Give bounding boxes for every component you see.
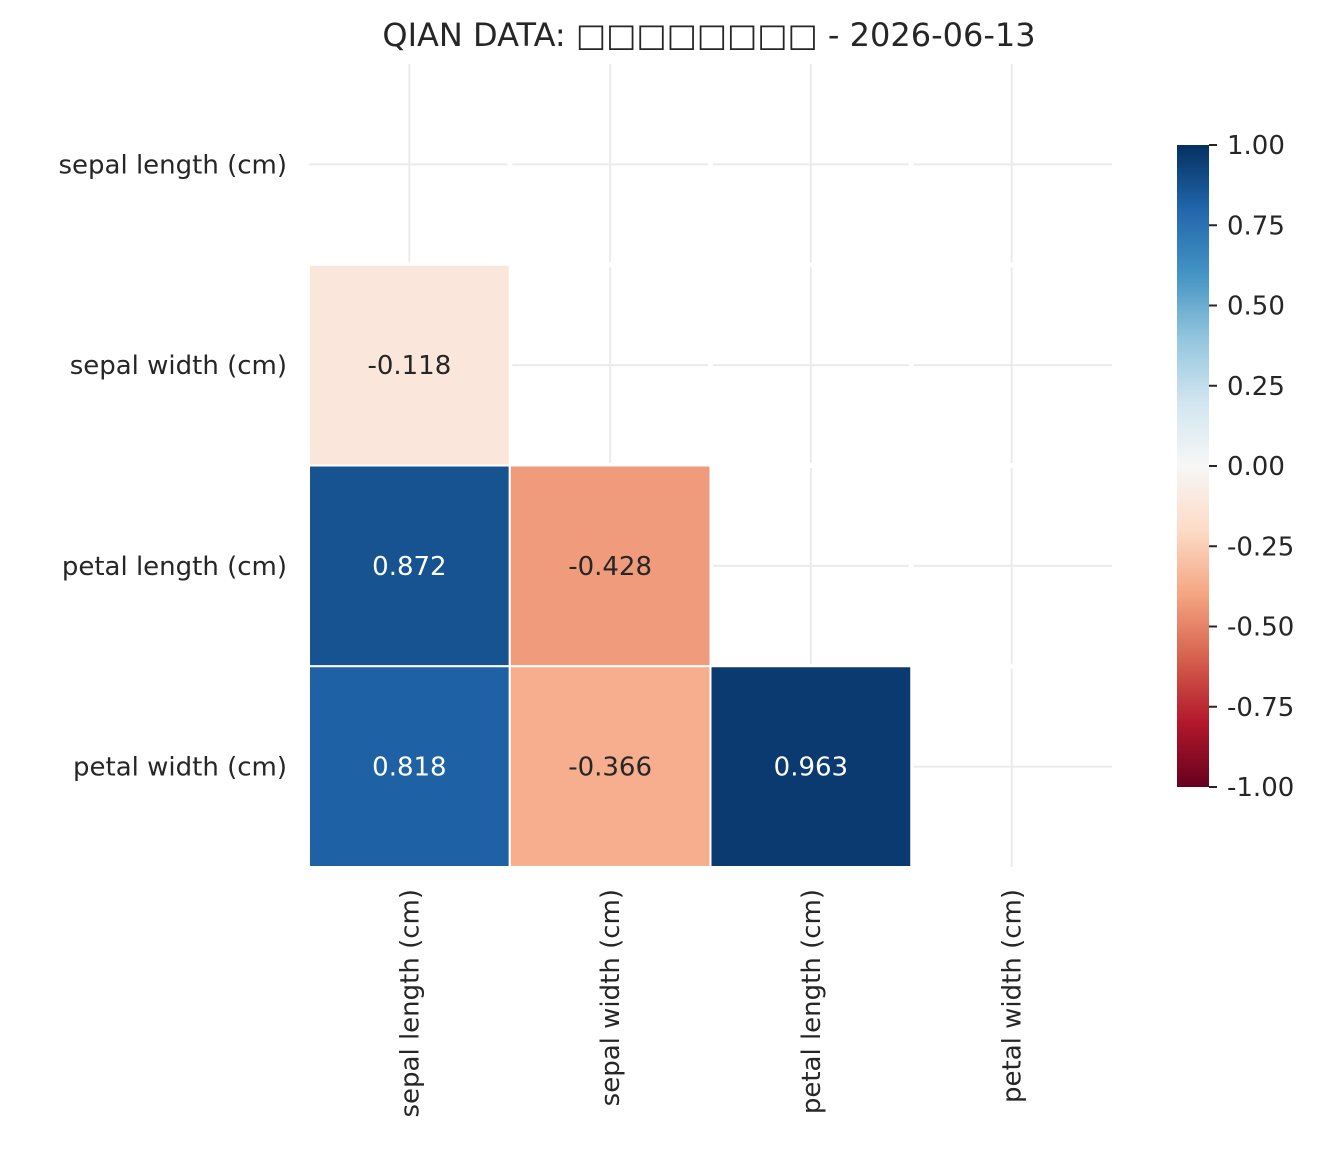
column-tick-label: sepal length (cm)	[395, 889, 425, 1118]
row-tick-label: sepal width (cm)	[70, 351, 287, 381]
column-tick-label: petal width (cm)	[998, 889, 1028, 1103]
heatmap-cell	[308, 665, 511, 868]
row-tick-label: sepal length (cm)	[58, 150, 287, 180]
heatmap-cells: -0.118 0.872 -0.428 0.818 -0.366 0.963	[308, 263, 913, 868]
colorbar-tick-label: 1.00	[1227, 131, 1285, 161]
cell-value-label: -0.366	[568, 753, 652, 783]
chart-title: QIAN DATA: □□□□□□□□ - 2026-06-13	[382, 16, 1035, 54]
row-tick-label: petal width (cm)	[73, 753, 287, 783]
heatmap-cell	[508, 464, 712, 668]
cell-value-label: -0.118	[367, 351, 451, 381]
row-tick-label: petal length (cm)	[62, 552, 287, 582]
colorbar-tick-label: -0.25	[1227, 532, 1294, 562]
cell-value-label: 0.818	[372, 753, 446, 783]
colorbar-tick-label: 0.25	[1227, 372, 1285, 402]
colorbar	[1177, 145, 1209, 787]
heatmap-cell	[308, 263, 511, 467]
row-tick-labels: sepal length (cm) sepal width (cm) petal l…	[58, 150, 287, 782]
colorbar-tick-label: -0.50	[1227, 613, 1294, 643]
colorbar-tick-label: 0.00	[1227, 452, 1285, 482]
heatmap-cell	[308, 464, 511, 668]
cell-value-label: 0.963	[774, 753, 848, 783]
cell-value-label: -0.428	[568, 552, 652, 582]
heatmap-cell	[709, 665, 913, 868]
cell-value-label: 0.872	[372, 552, 446, 582]
column-tick-label: sepal width (cm)	[596, 889, 626, 1106]
column-tick-label: petal length (cm)	[797, 889, 827, 1114]
colorbar-ticks: 1.00 0.75 0.50 0.25 0.00 -0.25 -0.50 -0.75 -1.00	[1209, 131, 1294, 803]
colorbar-tick-label: -1.00	[1227, 773, 1294, 803]
colorbar-tick-label: 0.50	[1227, 292, 1285, 322]
colorbar-tick-label: 0.75	[1227, 211, 1285, 241]
colorbar-tick-label: -0.75	[1227, 693, 1294, 723]
column-tick-labels: sepal length (cm) sepal width (cm) petal l…	[395, 889, 1027, 1118]
